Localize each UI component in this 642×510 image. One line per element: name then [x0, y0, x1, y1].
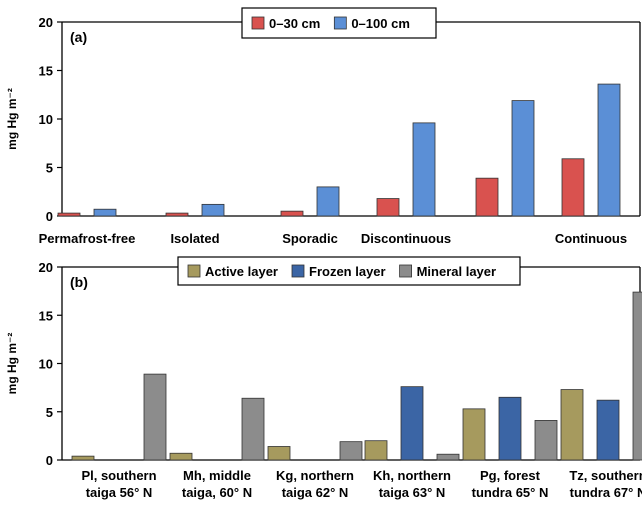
category-label: taiga 63° N — [379, 485, 446, 500]
category-label: taiga 56° N — [86, 485, 153, 500]
category-label: taiga 62° N — [282, 485, 349, 500]
y-tick-label: 0 — [46, 209, 53, 224]
legend-entry-label: Active layer — [205, 264, 278, 279]
bar-active-layer — [169, 452, 193, 461]
bar-0-30-cm — [57, 212, 81, 217]
category-label: Kh, northern — [373, 468, 451, 483]
category-label: Permafrost-free — [39, 231, 136, 246]
category-label: Tz, southern — [569, 468, 642, 483]
category-label: taiga, 60° N — [182, 485, 252, 500]
y-tick-label: 10 — [39, 357, 53, 372]
bar-0-100-cm — [412, 122, 436, 217]
bar-active-layer — [71, 455, 95, 461]
category-label: Sporadic — [282, 231, 338, 246]
bar-frozen-layer — [596, 399, 620, 461]
bar-0-30-cm — [475, 177, 499, 217]
bar-0-30-cm — [376, 198, 400, 217]
y-tick-label: 10 — [39, 112, 53, 127]
legend-box — [177, 256, 521, 286]
bar-active-layer — [462, 408, 486, 461]
y-tick-label: 20 — [39, 15, 53, 30]
bar-0-30-cm — [280, 210, 304, 217]
y-tick-label: 5 — [46, 405, 53, 420]
bar-mineral-layer — [534, 420, 558, 461]
y-tick-label: 20 — [39, 260, 53, 275]
bar-active-layer — [364, 440, 388, 461]
legend-entry-label: Frozen layer — [309, 264, 386, 279]
legend-box — [241, 7, 437, 39]
category-label: Mh, middle — [183, 468, 251, 483]
legend-entry-label: 0–100 cm — [351, 16, 410, 31]
legend-entry-label: Mineral layer — [417, 264, 497, 279]
y-axis-label: mg Hg m⁻² — [5, 88, 19, 150]
bar-0-30-cm — [165, 212, 189, 217]
panel-b: 0 5 10 15 20 mg Hg m⁻² (b) Pl, southern taiga 56… — [5, 256, 642, 500]
legend-swatch — [251, 16, 265, 30]
bar-0-100-cm — [316, 186, 340, 217]
panel-label: (b) — [70, 274, 88, 290]
y-tick-label: 15 — [39, 308, 53, 323]
y-tick-label: 0 — [46, 453, 53, 468]
bar-0-30-cm — [561, 158, 585, 217]
legend-swatch — [291, 264, 305, 278]
bar-0-100-cm — [511, 100, 535, 217]
legend-entry-label: 0–30 cm — [269, 16, 320, 31]
category-label: Pg, forest — [480, 468, 541, 483]
category-label: Discontinuous — [361, 231, 451, 246]
bar-active-layer — [560, 389, 584, 461]
bar-active-layer — [267, 446, 291, 461]
category-label: tundra 67° N — [570, 485, 642, 500]
panel-a: 0 5 10 15 20 mg Hg m⁻² (a) Permafrost-free Isola… — [5, 7, 641, 246]
legend-swatch — [399, 264, 412, 278]
panel-label: (a) — [70, 29, 87, 45]
y-axis-label: mg Hg m⁻² — [5, 333, 19, 395]
bar-frozen-layer — [498, 396, 522, 461]
bar-mineral-layer — [339, 441, 363, 461]
category-label: Pl, southern — [81, 468, 156, 483]
category-label: Isolated — [170, 231, 219, 246]
category-label: Continuous — [555, 231, 627, 246]
category-label: Kg, northern — [276, 468, 354, 483]
bar-0-100-cm — [597, 83, 621, 217]
y-tick-label: 15 — [39, 64, 53, 79]
bar-0-100-cm — [201, 203, 225, 217]
bar-0-100-cm — [93, 208, 117, 217]
bar-frozen-layer — [400, 386, 424, 461]
bar-mineral-layer — [632, 291, 642, 461]
legend: Active layer Frozen layer Mineral layer — [177, 256, 521, 286]
legend-swatch — [187, 264, 201, 278]
y-tick-label: 5 — [46, 161, 53, 176]
bar-mineral-layer — [143, 373, 167, 461]
legend-swatch — [333, 16, 347, 30]
bar-mineral-layer — [241, 397, 265, 461]
bar-mineral-layer — [436, 453, 460, 461]
category-label: tundra 65° N — [472, 485, 549, 500]
legend: 0–30 cm 0–100 cm — [241, 7, 437, 39]
